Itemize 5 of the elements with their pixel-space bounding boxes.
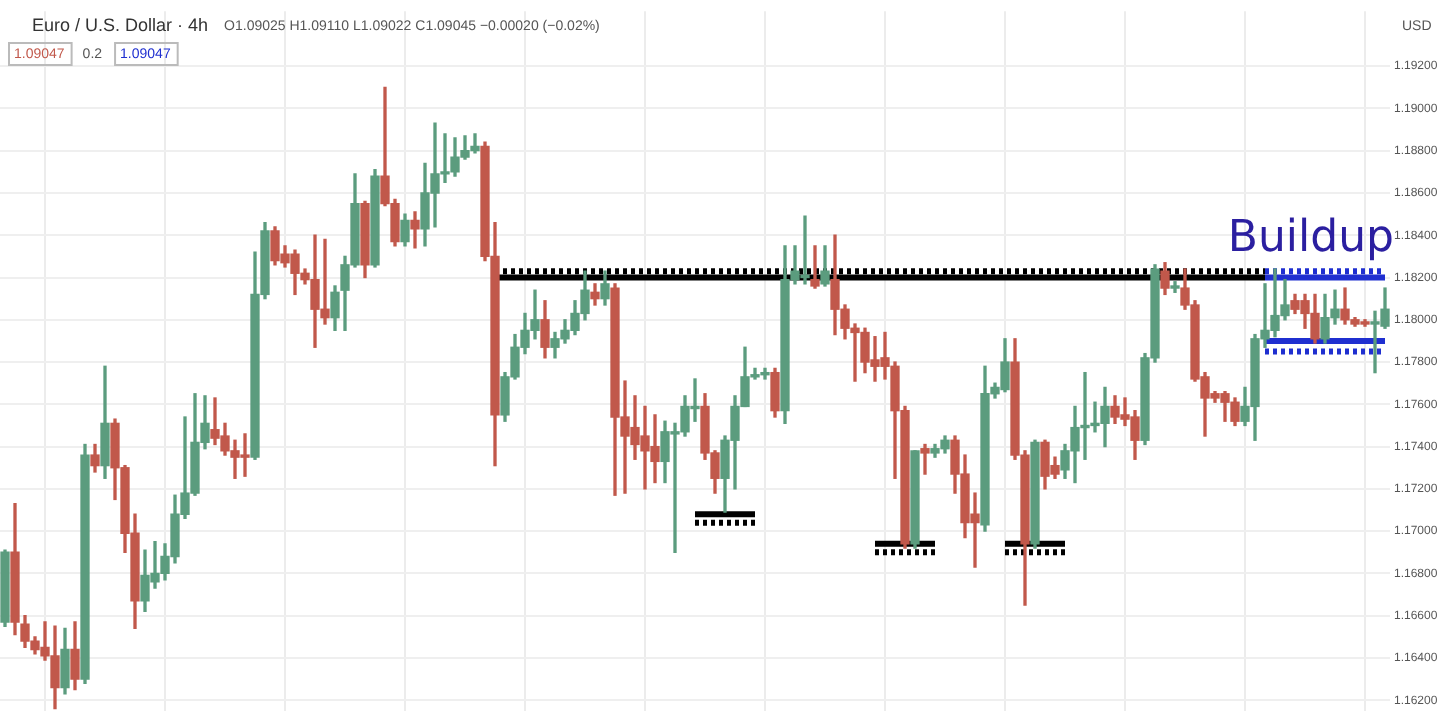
candlestick [920,443,930,475]
candlestick [410,211,420,249]
candlestick [810,245,820,289]
annotation: Buildup [1227,213,1394,264]
chart-title: Euro / U.S. Dollar · 4h [32,14,209,35]
